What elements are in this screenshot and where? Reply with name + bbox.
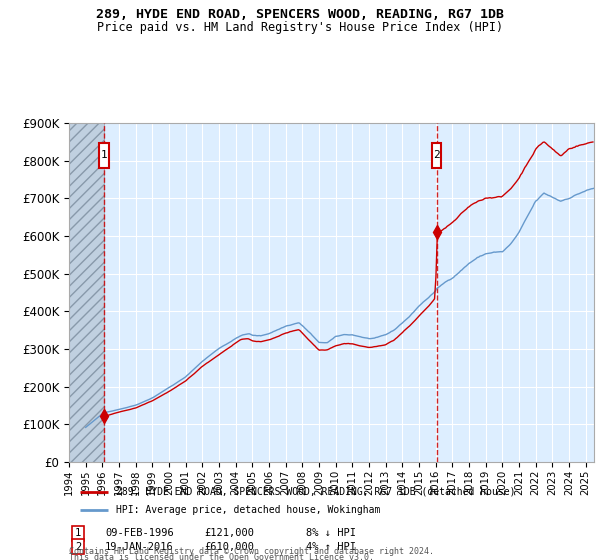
Text: £121,000: £121,000 [204, 528, 254, 538]
Text: HPI: Average price, detached house, Wokingham: HPI: Average price, detached house, Woki… [116, 505, 380, 515]
Text: 19-JAN-2016: 19-JAN-2016 [105, 542, 174, 552]
Text: 09-FEB-1996: 09-FEB-1996 [105, 528, 174, 538]
Text: 8% ↓ HPI: 8% ↓ HPI [306, 528, 356, 538]
Bar [69, 123, 104, 462]
FancyBboxPatch shape [100, 143, 109, 168]
Text: 289, HYDE END ROAD, SPENCERS WOOD, READING, RG7 1DB (detached house): 289, HYDE END ROAD, SPENCERS WOOD, READI… [116, 487, 516, 497]
Text: 2: 2 [75, 542, 81, 552]
Text: 1: 1 [101, 151, 107, 160]
Text: 2: 2 [433, 151, 440, 160]
Text: 1: 1 [75, 528, 81, 538]
Text: Price paid vs. HM Land Registry's House Price Index (HPI): Price paid vs. HM Land Registry's House … [97, 21, 503, 34]
Bar [69, 123, 104, 462]
Text: 4% ↑ HPI: 4% ↑ HPI [306, 542, 356, 552]
FancyBboxPatch shape [432, 143, 441, 168]
Text: £610,000: £610,000 [204, 542, 254, 552]
Text: 289, HYDE END ROAD, SPENCERS WOOD, READING, RG7 1DB: 289, HYDE END ROAD, SPENCERS WOOD, READI… [96, 8, 504, 21]
Text: Contains HM Land Registry data © Crown copyright and database right 2024.: Contains HM Land Registry data © Crown c… [69, 548, 434, 557]
Text: This data is licensed under the Open Government Licence v3.0.: This data is licensed under the Open Gov… [69, 553, 374, 560]
